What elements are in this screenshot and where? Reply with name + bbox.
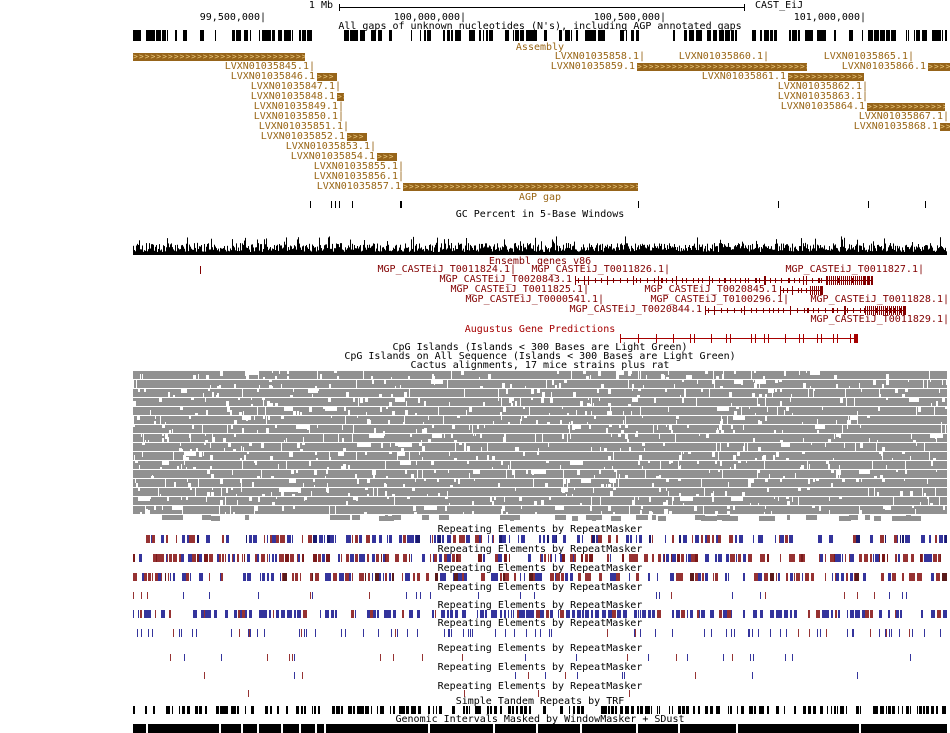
trf-track-title: Simple Tandem Repeats by TRF	[455, 696, 625, 707]
windowmasker-track-data[interactable]	[133, 724, 947, 733]
windowmasker-track-title: Genomic Intervals Masked by WindowMasker…	[395, 714, 685, 725]
ensembl-gene-label[interactable]: MGP_CASTEiJ_T0020844.1	[569, 304, 702, 315]
assembly-contig-bar[interactable]: >>>>>>>>>>>>>>>>>>>>>>>>>>>>>>>>>>>>>>>>…	[403, 183, 638, 191]
scale-bar-left-tick	[339, 4, 340, 11]
assembly-item-label[interactable]: LVXN01035845.1|	[224, 61, 315, 72]
assembly-item-label[interactable]: LVXN01035864.1	[780, 101, 865, 112]
assembly-contig-bar[interactable]: >>>	[347, 133, 367, 141]
repeat-track-data-7[interactable]	[133, 672, 947, 679]
repeat-track-title: Repeating Elements by RepeatMasker	[437, 618, 643, 629]
scale-bar[interactable]	[339, 7, 745, 8]
repeat-track-data-4[interactable]	[133, 610, 947, 618]
assembly-item-label[interactable]: LVXN01035846.1	[230, 71, 315, 82]
agp-gap-track-data[interactable]	[133, 201, 947, 209]
assembly-item-label[interactable]: LVXN01035858.1|	[554, 51, 645, 62]
repeat-track-title: Repeating Elements by RepeatMasker	[437, 681, 643, 692]
assembly-item-label[interactable]: LVXN01035868.1	[853, 121, 938, 132]
assembly-contig-bar[interactable]: >>>>>>>>>>>>>	[788, 73, 864, 81]
repeat-track-title: Repeating Elements by RepeatMasker	[437, 643, 643, 654]
assembly-contig-bar[interactable]: >>	[337, 93, 344, 101]
repeat-track-title: Repeating Elements by RepeatMasker	[437, 524, 643, 535]
ensembl-gene-label[interactable]: MGP_CASTEiJ_T0011828.1|	[810, 294, 949, 305]
coord-label: 101,000,000|	[793, 12, 866, 23]
assembly-contig-bar[interactable]: >>>>>>>>>>>>>>	[867, 103, 945, 111]
ensembl-gene-label[interactable]: MGP_CASTEiJ_T0011824.1|	[377, 264, 516, 275]
assembly-contig-bar[interactable]: >>>>>>>>>>>>>>>>>>>>>>>>>>>>>>	[637, 63, 807, 71]
assembly-contig-bar[interactable]: >>>	[377, 153, 397, 161]
cactus-alignments-data[interactable]	[133, 371, 947, 522]
repeat-track-data-2[interactable]	[133, 573, 947, 581]
assembly-item-label[interactable]: LVXN01035860.1|	[678, 51, 769, 62]
ensembl-gene-label[interactable]: MGP_CASTEiJ_T0020845.1	[644, 284, 777, 295]
repeat-track-title: Repeating Elements by RepeatMasker	[437, 600, 643, 611]
assembly-item-label[interactable]: LVXN01035851.1|	[258, 121, 349, 132]
cpg-islands-all-track-title: CpG Islands on All Sequence (Islands < 3…	[344, 351, 736, 362]
trf-track-data[interactable]	[133, 706, 947, 714]
repeat-track-title: Repeating Elements by RepeatMasker	[437, 544, 643, 555]
repeat-track-title: Repeating Elements by RepeatMasker	[437, 563, 643, 574]
assembly-item-label[interactable]: LVXN01035863.1|	[777, 91, 868, 102]
assembly-item-label[interactable]: LVXN01035866.1	[841, 61, 926, 72]
repeat-track-title: Repeating Elements by RepeatMasker	[437, 662, 643, 673]
repeat-track-data-6[interactable]	[133, 654, 947, 661]
repeat-track-data-1[interactable]	[133, 554, 947, 562]
assembly-item-label[interactable]: LVXN01035849.1|	[253, 101, 344, 112]
scale-bar-right-tick	[744, 4, 745, 11]
ensembl-gene-label[interactable]: MGP_CASTEiJ_T0020843.1	[439, 274, 572, 285]
assembly-item-label[interactable]: LVXN01035854.1	[290, 151, 375, 162]
assembly-item-label[interactable]: LVXN01035861.1	[701, 71, 786, 82]
ensembl-gene-label[interactable]: MGP_CASTEiJ_T0011826.1|	[531, 264, 670, 275]
gene-structures-data[interactable]	[133, 260, 947, 348]
gaps-track-data[interactable]	[133, 30, 947, 41]
repeat-track-data-0[interactable]	[133, 535, 947, 543]
repeat-track-data-3[interactable]	[133, 592, 947, 599]
assembly-item-label[interactable]: LVXN01035857.1	[316, 181, 401, 192]
gc-percent-track-data[interactable]	[133, 236, 947, 255]
assembly-item-label[interactable]: LVXN01035856.1|	[313, 171, 404, 182]
coord-label: 100,500,000|	[593, 12, 666, 23]
assembly-contig-bar[interactable]: >>	[940, 123, 950, 131]
assembly-item-label[interactable]: LVXN01035855.1|	[313, 161, 404, 172]
cactus-track-title: Cactus alignments, 17 mice strains plus …	[410, 360, 670, 371]
coord-label: 99,500,000|	[199, 12, 266, 23]
assembly-item-label[interactable]: LVXN01035867.1|	[858, 111, 949, 122]
ensembl-gene-label[interactable]: MGP_CASTEiJ_T0000541.1|	[465, 294, 604, 305]
gaps-track-title: All gaps of unknown nucleotides (N's), i…	[338, 21, 742, 32]
ensembl-gene-label[interactable]: MGP_CASTEiJ_T0100296.1|	[650, 294, 789, 305]
gc-percent-track-title: GC Percent in 5-Base Windows	[455, 209, 625, 220]
ensembl-gene-label[interactable]: MGP_CASTEiJ_T0011827.1|	[785, 264, 924, 275]
repeat-track-data-8[interactable]	[133, 690, 947, 697]
repeat-track-data-5[interactable]	[133, 629, 947, 637]
agp-gap-track-title: AGP gap	[518, 192, 562, 203]
assembly-item-label[interactable]: LVXN01035853.1|	[285, 141, 376, 152]
repeat-track-title: Repeating Elements by RepeatMasker	[437, 582, 643, 593]
scale-label: 1 Mb	[308, 0, 333, 11]
assembly-contig-bar[interactable]: >>>>>>>>>>>>>>>>>>>>>>>>>>>>>>>	[133, 53, 305, 61]
coord-label: 100,000,000|	[393, 12, 466, 23]
assembly-item-label[interactable]: LVXN01035865.1|	[823, 51, 914, 62]
assembly-item-label[interactable]: LVXN01035850.1|	[253, 111, 344, 122]
assembly-item-label[interactable]: LVXN01035852.1	[260, 131, 345, 142]
assembly-item-label[interactable]: LVXN01035848.1	[250, 91, 335, 102]
assembly-track-title: Assembly	[515, 42, 565, 53]
ensembl-gene-label[interactable]: MGP_CASTEiJ_T0011829.1|	[810, 314, 949, 325]
assembly-item-label[interactable]: LVXN01035862.1|	[777, 81, 868, 92]
chrom-label: CAST_EiJ	[755, 0, 804, 11]
assembly-contig-bar[interactable]: >>>>	[928, 63, 950, 71]
assembly-item-label[interactable]: LVXN01035847.1|	[250, 81, 341, 92]
assembly-item-label[interactable]: LVXN01035859.1	[550, 61, 635, 72]
ensembl-gene-label[interactable]: MGP_CASTEiJ_T0011825.1|	[450, 284, 589, 295]
assembly-contig-bar[interactable]: >>>	[317, 73, 337, 81]
